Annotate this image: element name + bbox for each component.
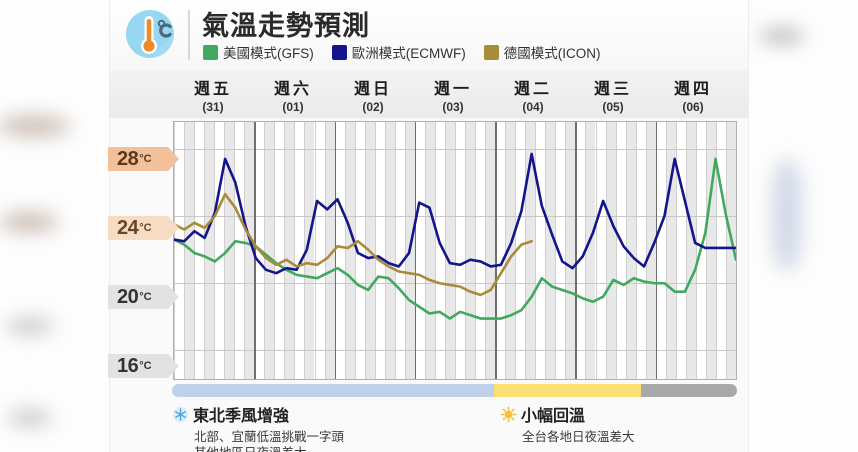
day-column-1: 週六 (01) — [253, 75, 333, 114]
y-axis-unit-24: °C — [139, 222, 152, 234]
banner-northeast-monsoon: 東北季風增強 北部、宜蘭低溫挑戰一字頭 其他地區日夜溫差大 — [172, 402, 472, 452]
day-name-4: 週二 — [513, 81, 552, 98]
y-axis-value-16: 16 — [117, 354, 139, 377]
weather-forecast-card: 氣溫走勢預測 美國模式(GFS) 歐洲模式(ECMWF) 德國模式(ICON) — [108, 0, 748, 452]
thermometer-celsius-icon — [126, 10, 174, 58]
y-axis-arrow-20 — [168, 285, 179, 309]
day-column-4: 週二 (04) — [493, 75, 573, 114]
background-blur-left-3 — [6, 318, 54, 334]
progress-segment-warming-period — [494, 384, 641, 397]
y-axis-arrow-28 — [168, 147, 179, 171]
legend-swatch-icon — [483, 44, 499, 60]
y-axis-tag-28: 28 °C — [108, 147, 179, 171]
progress-segment-northeast-monsoon-period — [172, 384, 495, 397]
legend-label-icon: 德國模式(ICON) — [503, 46, 601, 61]
y-axis-value-20: 20 — [117, 285, 139, 308]
day-column-5: 週三 (05) — [573, 75, 653, 114]
card-header: 氣溫走勢預測 美國模式(GFS) 歐洲模式(ECMWF) 德國模式(ICON) — [110, 0, 748, 72]
background-blur-left-1 — [0, 115, 70, 137]
series-line-icon — [174, 192, 533, 297]
chart-legend: 美國模式(GFS) 歐洲模式(ECMWF) 德國模式(ICON) — [203, 42, 600, 62]
day-date-5: (05) — [602, 100, 624, 114]
y-axis-value-28: 28 — [117, 147, 139, 170]
legend-item-ecmwf: 歐洲模式(ECMWF) — [331, 42, 466, 62]
legend-swatch-ecmwf — [331, 44, 347, 60]
temperature-chart-plot — [173, 121, 737, 380]
y-axis-tag-24: 24 °C — [108, 216, 179, 240]
day-name-6: 週四 — [673, 81, 712, 98]
series-line-gfs — [174, 157, 736, 320]
chart-series-layer — [174, 152, 736, 320]
banner-title-0: 東北季風增強 — [193, 408, 290, 425]
sun-icon — [500, 406, 517, 422]
day-name-2: 週日 — [353, 81, 392, 98]
banner-title-row-1: 小幅回溫 — [500, 402, 800, 426]
banner-sub-1: 全台各地日夜溫差大 — [522, 429, 800, 445]
day-date-3: (03) — [442, 100, 464, 114]
banner-warming: 小幅回溫 全台各地日夜溫差大 — [500, 402, 800, 445]
forecast-period-progress-bar — [172, 384, 737, 397]
y-axis-tag-16: 16 °C — [108, 354, 179, 378]
snowflake-icon — [172, 406, 189, 422]
header-divider — [188, 10, 190, 60]
day-date-1: (01) — [282, 100, 304, 114]
day-column-3: 週一 (03) — [413, 75, 493, 114]
legend-item-gfs: 美國模式(GFS) — [203, 42, 314, 62]
day-name-1: 週六 — [273, 81, 312, 98]
y-axis-arrow-16 — [168, 354, 179, 378]
background-blur-right-1 — [760, 28, 804, 44]
day-date-2: (02) — [362, 100, 384, 114]
banner-sub-0: 北部、宜蘭低溫挑戰一字頭 其他地區日夜溫差大 — [194, 429, 472, 452]
day-name-3: 週一 — [433, 81, 472, 98]
banner-sub-0-line1: 北部、宜蘭低溫挑戰一字頭 — [194, 430, 345, 444]
day-date-4: (04) — [522, 100, 544, 114]
day-header-row: 週五 (31) 週六 (01) 週日 (02) 週一 (03) 週二 (04) … — [110, 70, 748, 118]
legend-item-icon: 德國模式(ICON) — [483, 42, 601, 62]
y-axis-unit-20: °C — [139, 291, 152, 303]
day-date-0: (31) — [202, 100, 224, 114]
day-column-0: 週五 (31) — [173, 75, 253, 114]
legend-swatch-gfs — [203, 44, 218, 60]
day-column-2: 週日 (02) — [333, 75, 413, 114]
y-axis-tag-20: 20 °C — [108, 285, 179, 309]
series-line-ecmwf — [174, 152, 736, 275]
day-name-5: 週三 — [593, 81, 632, 98]
banner-sub-1-line1: 全台各地日夜溫差大 — [522, 430, 635, 444]
y-axis-arrow-24 — [168, 216, 179, 240]
banner-title-row-0: 東北季風增強 — [172, 402, 472, 426]
banner-title-1: 小幅回溫 — [521, 408, 586, 425]
background-blur-left-4 — [8, 410, 52, 426]
progress-segment-remaining-period — [640, 384, 737, 397]
day-column-6: 週四 (06) — [653, 75, 733, 114]
banner-sub-0-line2: 其他地區日夜溫差大 — [194, 445, 472, 452]
legend-label-gfs: 美國模式(GFS) — [223, 46, 314, 61]
y-axis-value-24: 24 — [117, 216, 139, 239]
day-date-6: (06) — [682, 100, 704, 114]
background-blur-right-2 — [772, 160, 802, 270]
legend-label-ecmwf: 歐洲模式(ECMWF) — [351, 46, 466, 61]
y-axis-unit-16: °C — [139, 360, 152, 372]
y-axis-unit-28: °C — [139, 153, 152, 165]
page-title: 氣溫走勢預測 — [202, 11, 370, 41]
background-blur-left-2 — [0, 212, 58, 232]
day-name-0: 週五 — [193, 81, 232, 98]
